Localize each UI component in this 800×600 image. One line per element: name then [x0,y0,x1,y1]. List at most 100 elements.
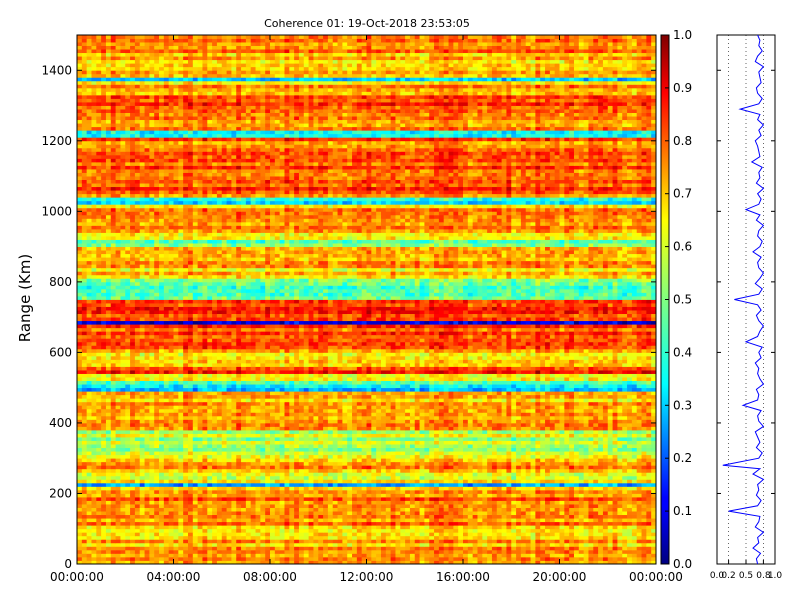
heatmap-cell [260,448,265,452]
heatmap-cell [154,539,159,543]
heatmap-cell [540,539,545,543]
heatmap-cell [487,430,492,434]
heatmap-cell [391,550,396,554]
heatmap-cell [188,458,193,462]
heatmap-cell [526,508,531,512]
heatmap-cell [284,536,289,540]
heatmap-cell [111,434,116,438]
heatmap-cell [169,539,174,543]
heatmap-cell [289,434,294,438]
heatmap-cell [371,426,376,430]
heatmap-cell [188,441,193,445]
heatmap-cell [106,423,111,427]
heatmap-cell [593,553,598,557]
heatmap-cell [149,490,154,494]
heatmap-cell [289,543,294,547]
heatmap-cell [280,536,285,540]
heatmap-cell [227,419,232,423]
heatmap-cell [463,479,468,483]
heatmap-cell [246,553,251,557]
heatmap-cell [627,522,632,526]
heatmap-cell [222,441,227,445]
heatmap-cell [116,455,121,459]
heatmap-cell [304,546,309,550]
heatmap-cell [183,553,188,557]
heatmap-cell [487,479,492,483]
heatmap-cell [270,451,275,455]
heatmap-cell [410,536,415,540]
heatmap-cell [198,529,203,533]
heatmap-cell [400,469,405,473]
heatmap-cell [598,511,603,515]
heatmap-cell [251,493,256,497]
heatmap-cell [637,423,642,427]
heatmap-cell [613,511,618,515]
heatmap-cell [497,504,502,508]
heatmap-cell [260,451,265,455]
heatmap-cell [555,448,560,452]
heatmap-cell [603,423,608,427]
heatmap-cell [511,518,516,522]
heatmap-cell [511,539,516,543]
heatmap-cell [284,434,289,438]
heatmap-cell [603,437,608,441]
heatmap-cell [270,416,275,420]
heatmap-cell [275,490,280,494]
heatmap-cell [550,441,555,445]
heatmap-cell [135,483,140,487]
heatmap-cell [627,504,632,508]
heatmap-cell [275,546,280,550]
heatmap-cell [386,458,391,462]
heatmap-cell [449,557,454,561]
heatmap-cell [535,518,540,522]
heatmap-cell [405,515,410,519]
heatmap-cell [111,504,116,508]
heatmap-cell [328,465,333,469]
heatmap-cell [106,458,111,462]
heatmap-cell [333,465,338,469]
heatmap-cell [236,518,241,522]
heatmap-cell [246,448,251,452]
heatmap-cell [178,479,183,483]
heatmap-cell [294,522,299,526]
heatmap-cell [352,525,357,529]
heatmap-cell [120,525,125,529]
heatmap-cell [91,550,96,554]
heatmap-cell [410,504,415,508]
heatmap-cell [154,501,159,505]
heatmap-cell [289,448,294,452]
heatmap-cell [381,419,386,423]
heatmap-cell [96,437,101,441]
heatmap-cell [241,511,246,515]
heatmap-cell [299,536,304,540]
heatmap-cell [434,525,439,529]
heatmap-cell [386,529,391,533]
heatmap-cell [371,515,376,519]
heatmap-cell [82,479,87,483]
heatmap-cell [545,493,550,497]
heatmap-cell [574,430,579,434]
heatmap-cell [106,479,111,483]
heatmap-cell [642,493,647,497]
heatmap-cell [347,476,352,480]
heatmap-cell [149,536,154,540]
heatmap-cell [593,522,598,526]
heatmap-cell [260,553,265,557]
heatmap-cell [198,525,203,529]
heatmap-cell [381,546,386,550]
heatmap-cell [342,437,347,441]
heatmap-cell [502,550,507,554]
heatmap-cell [357,508,362,512]
heatmap-cell [130,525,135,529]
heatmap-cell [347,458,352,462]
heatmap-cell [77,455,82,459]
heatmap-cell [482,434,487,438]
heatmap-cell [502,504,507,508]
heatmap-cell [154,536,159,540]
heatmap-cell [231,448,236,452]
heatmap-cell [231,469,236,473]
heatmap-cell [145,550,150,554]
heatmap-cell [111,448,116,452]
heatmap-cell [386,483,391,487]
heatmap-cell [304,518,309,522]
